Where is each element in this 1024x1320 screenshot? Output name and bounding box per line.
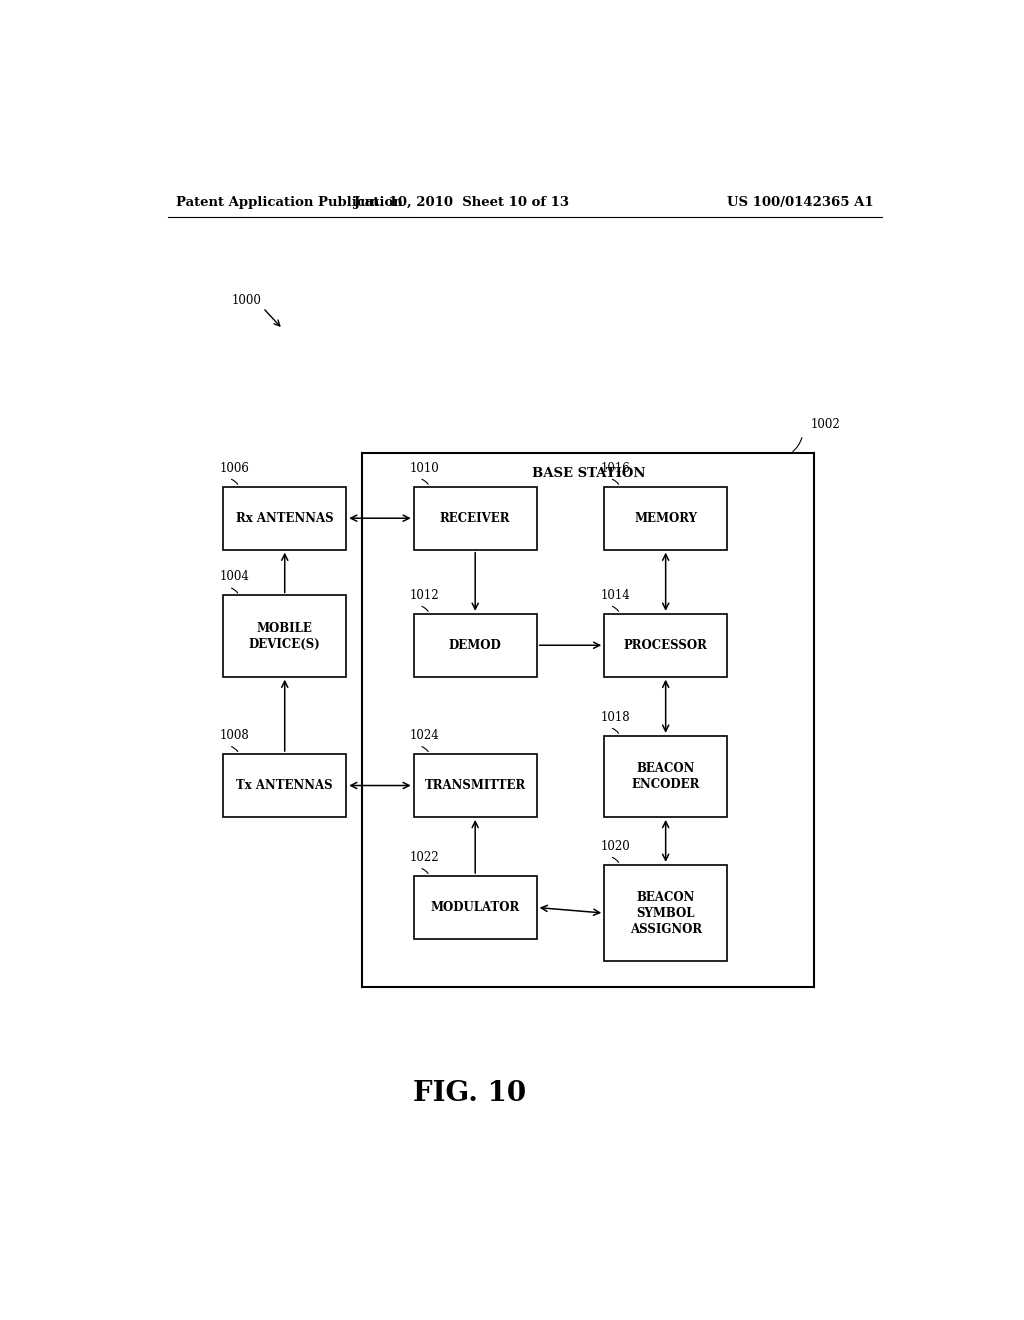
Text: MEMORY: MEMORY — [634, 512, 697, 525]
Text: 1008: 1008 — [219, 729, 249, 742]
Text: FIG. 10: FIG. 10 — [413, 1080, 525, 1107]
Text: 1006: 1006 — [219, 462, 249, 474]
Text: BEACON
ENCODER: BEACON ENCODER — [632, 762, 699, 791]
Bar — [414, 614, 537, 677]
Text: 1012: 1012 — [410, 589, 439, 602]
Text: Rx ANTENNAS: Rx ANTENNAS — [236, 512, 334, 525]
Bar — [604, 735, 727, 817]
Bar — [604, 865, 727, 961]
Text: PROCESSOR: PROCESSOR — [624, 639, 708, 652]
Text: MOBILE
DEVICE(S): MOBILE DEVICE(S) — [249, 622, 321, 651]
Text: MODULATOR: MODULATOR — [430, 902, 520, 913]
Text: 1016: 1016 — [600, 462, 630, 474]
Text: 1014: 1014 — [600, 589, 630, 602]
Bar — [414, 876, 537, 939]
Bar — [414, 487, 537, 549]
Bar — [414, 754, 537, 817]
Text: 1024: 1024 — [410, 729, 439, 742]
Bar — [223, 595, 346, 677]
Text: 1000: 1000 — [231, 294, 261, 308]
Bar — [604, 614, 727, 677]
Text: Tx ANTENNAS: Tx ANTENNAS — [237, 779, 333, 792]
Text: 1022: 1022 — [410, 851, 439, 863]
Bar — [223, 487, 346, 549]
Text: 1010: 1010 — [410, 462, 439, 474]
Text: BASE STATION: BASE STATION — [531, 467, 645, 480]
Text: Patent Application Publication: Patent Application Publication — [176, 195, 402, 209]
Text: Jun. 10, 2010  Sheet 10 of 13: Jun. 10, 2010 Sheet 10 of 13 — [354, 195, 568, 209]
Text: TRANSMITTER: TRANSMITTER — [425, 779, 526, 792]
Text: US 100/0142365 A1: US 100/0142365 A1 — [727, 195, 873, 209]
Bar — [604, 487, 727, 549]
Text: 1002: 1002 — [811, 418, 841, 430]
Bar — [223, 754, 346, 817]
Text: RECEIVER: RECEIVER — [440, 512, 510, 525]
Text: DEMOD: DEMOD — [449, 639, 502, 652]
Text: 1004: 1004 — [219, 570, 249, 583]
Bar — [362, 453, 814, 987]
Text: BEACON
SYMBOL
ASSIGNOR: BEACON SYMBOL ASSIGNOR — [630, 891, 701, 936]
Text: 1018: 1018 — [600, 710, 630, 723]
Text: 1020: 1020 — [600, 840, 630, 853]
